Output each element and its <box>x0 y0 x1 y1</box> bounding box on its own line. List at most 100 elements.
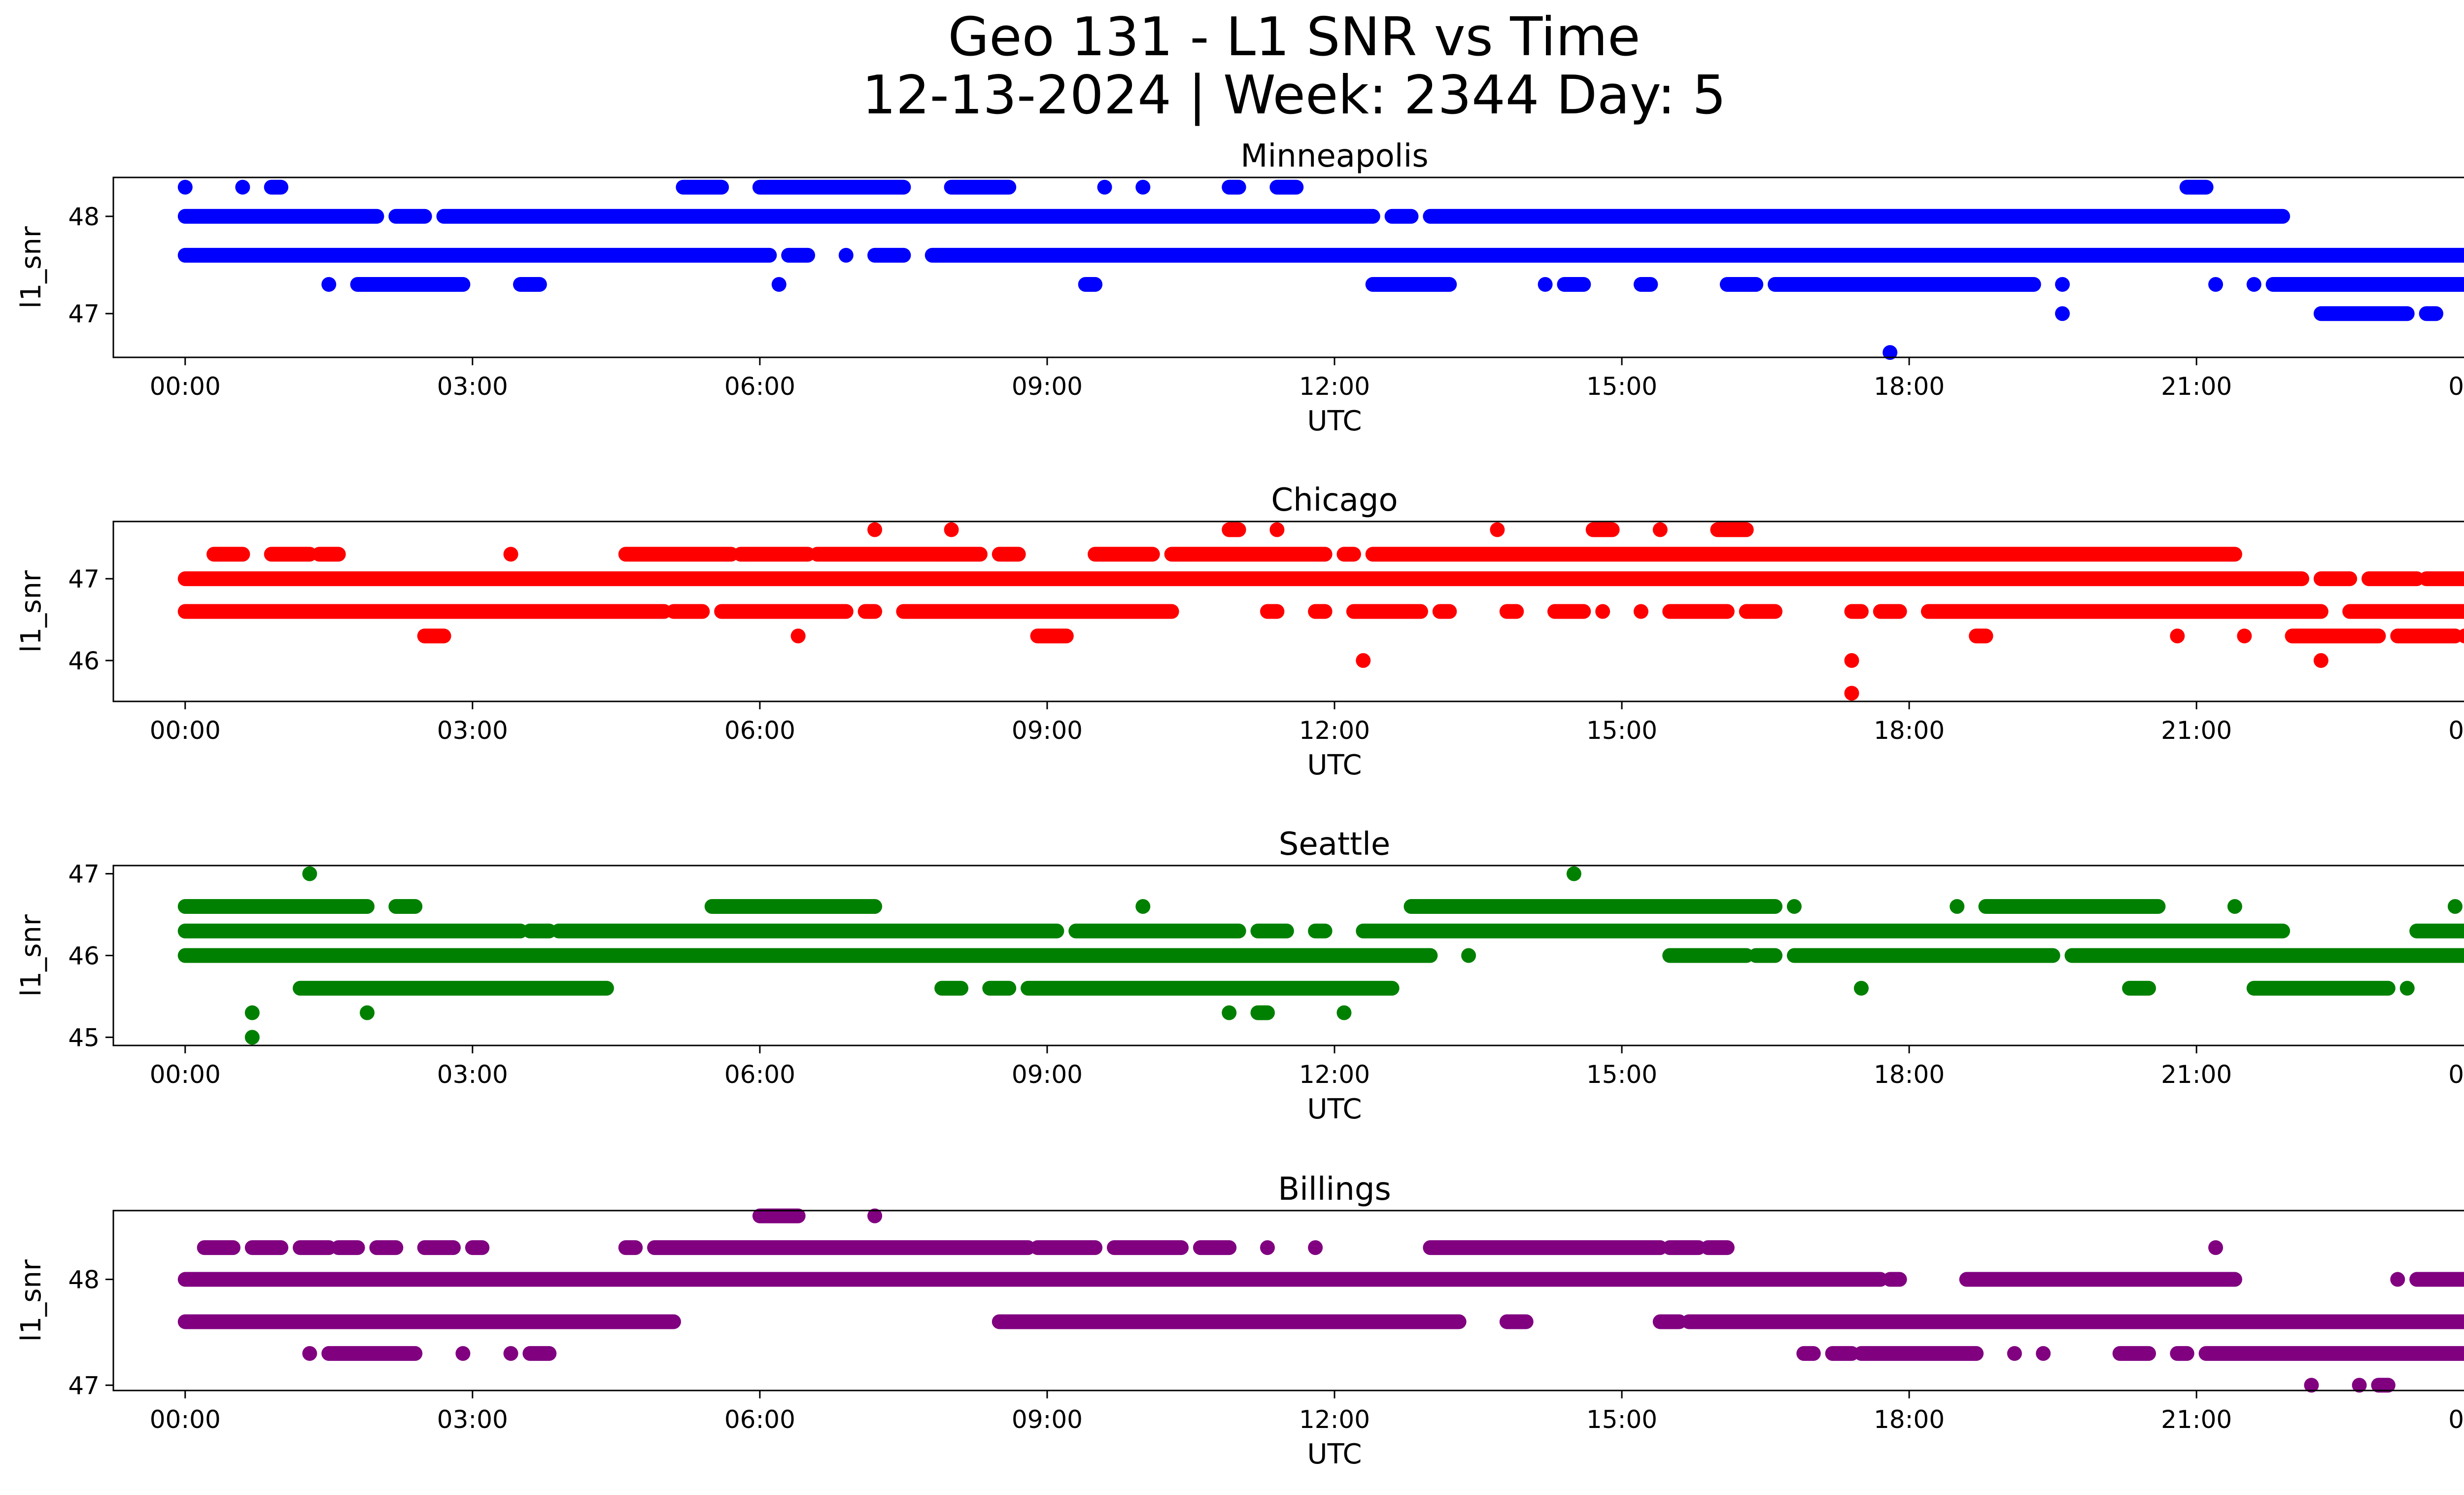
subplot-title: Billings <box>1278 1171 1391 1208</box>
data-point <box>2457 628 2464 644</box>
data-point <box>503 1346 518 1361</box>
x-tick-label: 12:00 <box>1299 1405 1370 1434</box>
x-tick-label: 00:00 <box>150 1060 221 1089</box>
data-point <box>2313 653 2328 668</box>
axes-frame <box>112 1210 2464 1391</box>
data-point <box>1269 522 1285 537</box>
x-tick-label: 18:00 <box>1874 372 1945 401</box>
data-point <box>1566 866 1581 881</box>
x-tick-label: 21:00 <box>2161 1060 2232 1089</box>
data-point <box>2390 1272 2405 1287</box>
data-point <box>1308 1240 1323 1255</box>
x-tick-label: 21:00 <box>2161 716 2232 745</box>
x-tick-label: 03:00 <box>437 372 508 401</box>
data-point <box>1135 179 1151 195</box>
y-tick-label: 45 <box>68 1023 100 1052</box>
data-point <box>944 522 959 537</box>
data-point <box>321 277 337 292</box>
data-point <box>2170 628 2185 644</box>
data-point <box>2447 899 2463 914</box>
x-tick-label: 18:00 <box>1874 1060 1945 1089</box>
x-axis-label: UTC <box>1307 749 1362 781</box>
data-point <box>2227 899 2242 914</box>
x-tick-label: 09:00 <box>1012 372 1083 401</box>
x-tick-label: 15:00 <box>1586 1405 1657 1434</box>
data-point <box>2208 277 2224 292</box>
axes-frame <box>112 176 2464 358</box>
subplot-billings: Billings 00:00 03:00 06:00 09:00 12:00 15:00 18… <box>15 1171 2464 1470</box>
y-tick-label: 47 <box>68 860 100 889</box>
subplot-seattle: Seattle 00:00 03:00 06:00 09:00 12:00 15:00 18:… <box>15 826 2464 1125</box>
x-tick-label: 00:00 <box>150 1405 221 1434</box>
data-point <box>244 1005 260 1020</box>
data-point <box>838 247 854 263</box>
x-tick-label: 15:00 <box>1586 1060 1657 1089</box>
x-tick-label: 06:00 <box>724 372 795 401</box>
x-tick-label: 15:00 <box>1586 372 1657 401</box>
x-tick-label: 03:00 <box>437 1060 508 1089</box>
data-point <box>455 1346 471 1361</box>
y-axis-label: l1_snr <box>15 570 47 653</box>
data-point <box>1336 1005 1352 1020</box>
y-tick-label: 48 <box>68 1266 100 1294</box>
x-tick-label: 00:00 <box>150 372 221 401</box>
subplot-chicago: Chicago 00:00 03:00 06:00 09:00 12:00 15:00 18:… <box>15 482 2464 781</box>
data-point <box>2007 1346 2022 1361</box>
x-tick-label: 15:00 <box>1586 716 1657 745</box>
data-point <box>1882 345 1898 360</box>
x-tick-label: 12:00 <box>1299 716 1370 745</box>
data-point <box>2304 1378 2319 1393</box>
x-tick-label: 00:00 <box>2448 372 2464 401</box>
x-tick-label: 06:00 <box>724 1060 795 1089</box>
x-axis-label: UTC <box>1307 1438 1362 1470</box>
data-point <box>302 1346 317 1361</box>
x-tick-label: 00:00 <box>2448 1060 2464 1089</box>
data-point <box>2208 1240 2224 1255</box>
data-point <box>1652 522 1668 537</box>
figure-title-line1: Geo 131 - L1 SNR vs Time <box>948 6 1640 68</box>
x-tick-label: 18:00 <box>1874 716 1945 745</box>
x-tick-label: 21:00 <box>2161 1405 2232 1434</box>
data-point <box>1490 522 1505 537</box>
data-point <box>244 1030 260 1045</box>
data-point <box>2237 628 2252 644</box>
subplot-title: Chicago <box>1271 482 1398 519</box>
x-tick-label: 06:00 <box>724 1405 795 1434</box>
x-tick-label: 18:00 <box>1874 1405 1945 1434</box>
data-points <box>177 179 2464 360</box>
data-point <box>1097 179 1112 195</box>
x-tick-label: 12:00 <box>1299 372 1370 401</box>
y-axis-label: l1_snr <box>15 914 47 997</box>
subplots: Minneapolis 00:00 03:00 06:00 09:00 12:00 15:0… <box>15 138 2464 1470</box>
x-tick-label: 06:00 <box>724 716 795 745</box>
data-point <box>1844 653 1859 668</box>
data-point <box>235 179 250 195</box>
x-tick-label: 09:00 <box>1012 716 1083 745</box>
data-point <box>2399 980 2415 996</box>
data-point <box>1222 1005 1237 1020</box>
data-point <box>867 522 883 537</box>
data-points <box>177 522 2464 701</box>
data-point <box>1461 948 1476 963</box>
data-point <box>1538 277 1553 292</box>
x-tick-label: 09:00 <box>1012 1405 1083 1434</box>
x-tick-label: 12:00 <box>1299 1060 1370 1089</box>
data-point <box>1356 653 1371 668</box>
x-tick-label: 21:00 <box>2161 372 2232 401</box>
data-point <box>1135 899 1151 914</box>
data-point <box>1260 1240 1275 1255</box>
data-point <box>2246 277 2261 292</box>
x-tick-label: 00:00 <box>150 716 221 745</box>
x-axis-label: UTC <box>1307 405 1362 437</box>
x-tick-label: 00:00 <box>2448 1405 2464 1434</box>
data-point <box>867 1208 883 1223</box>
data-points <box>177 866 2464 1045</box>
data-point <box>503 547 518 562</box>
subplot-minneapolis: Minneapolis 00:00 03:00 06:00 09:00 12:00 15:0… <box>15 138 2464 437</box>
data-point <box>2055 277 2070 292</box>
x-tick-label: 00:00 <box>2448 716 2464 745</box>
data-point <box>360 1005 375 1020</box>
data-point <box>790 628 806 644</box>
data-points <box>177 1208 2464 1393</box>
